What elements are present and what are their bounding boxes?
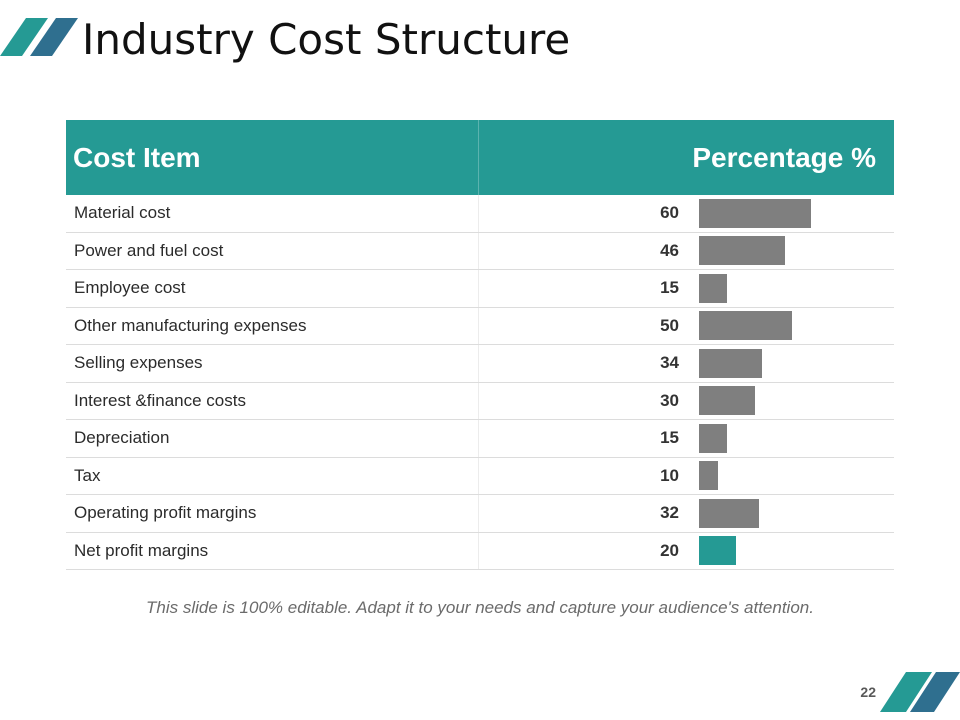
percentage-bar [699, 236, 785, 266]
bar-cell [699, 458, 894, 495]
percentage-value: 60 [660, 203, 679, 223]
cost-item-label: Employee cost [66, 270, 479, 307]
table-row: Power and fuel cost 46 [66, 232, 894, 270]
cost-item-label: Power and fuel cost [66, 232, 479, 269]
percentage-bar [699, 536, 736, 566]
slide-title: Industry Cost Structure [82, 15, 571, 64]
bar-cell [699, 495, 894, 532]
table-row: Employee cost 15 [66, 270, 894, 308]
cost-item-label: Other manufacturing expenses [66, 307, 479, 344]
bar-cell [699, 308, 894, 345]
footnote: This slide is 100% editable. Adapt it to… [146, 598, 814, 617]
percentage-bar [699, 273, 727, 303]
title-stripes-decoration [0, 18, 78, 56]
bar-cell [699, 233, 894, 270]
table-row: Interest &finance costs 30 [66, 382, 894, 420]
cost-item-label: Interest &finance costs [66, 382, 479, 419]
percentage-value: 30 [660, 390, 679, 410]
bar-cell [699, 533, 894, 570]
percentage-bar [699, 386, 755, 416]
header-cost-item: Cost Item [66, 120, 479, 195]
cost-table: Cost Item Percentage % Material cost 60 Po… [66, 120, 894, 570]
percentage-value: 32 [660, 503, 679, 523]
cost-item-label: Tax [66, 457, 479, 494]
table-row: Depreciation 15 [66, 420, 894, 458]
percentage-bar [699, 498, 759, 528]
percentage-value: 15 [660, 428, 679, 448]
percentage-bar [699, 198, 811, 228]
bar-cell [699, 195, 894, 232]
header-percentage: Percentage % [692, 141, 876, 173]
percentage-value: 46 [660, 240, 679, 260]
bar-cell [699, 270, 894, 307]
table-row: Operating profit margins 32 [66, 495, 894, 533]
percentage-bar [699, 423, 727, 453]
percentage-value: 50 [660, 315, 679, 335]
corner-stripes-decoration [880, 672, 960, 712]
percentage-value: 20 [660, 540, 679, 560]
table-row: Other manufacturing expenses 50 [66, 307, 894, 345]
table-row: Material cost 60 [66, 195, 894, 233]
percentage-bar [699, 461, 718, 491]
table-header: Cost Item Percentage % [66, 120, 894, 195]
cost-item-label: Material cost [66, 195, 479, 232]
cost-item-label: Depreciation [66, 420, 479, 457]
cost-item-label: Operating profit margins [66, 495, 479, 532]
percentage-value: 15 [660, 278, 679, 298]
cost-item-label: Net profit margins [66, 532, 479, 569]
cost-item-label: Selling expenses [66, 345, 479, 382]
page-number: 22 [860, 684, 876, 700]
bar-cell [699, 383, 894, 420]
bar-cell [699, 345, 894, 382]
table-body: Material cost 60 Power and fuel cost 46 Empl… [66, 195, 894, 570]
bar-cell [699, 420, 894, 457]
percentage-bar [699, 348, 762, 378]
percentage-value: 34 [660, 353, 679, 373]
table-row: Tax 10 [66, 457, 894, 495]
table-row: Net profit margins 20 [66, 532, 894, 570]
table-row: Selling expenses 34 [66, 345, 894, 383]
percentage-bar [699, 311, 792, 341]
percentage-value: 10 [660, 465, 679, 485]
